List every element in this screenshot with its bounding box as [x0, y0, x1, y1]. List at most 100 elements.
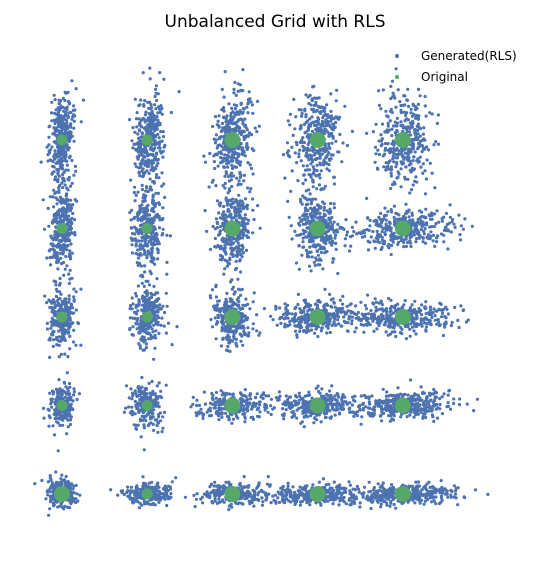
- generated-point: [148, 322, 152, 326]
- generated-point: [134, 392, 138, 396]
- generated-point: [350, 500, 354, 504]
- generated-point: [359, 422, 363, 426]
- generated-point: [280, 493, 284, 497]
- generated-point: [343, 395, 347, 399]
- generated-point: [61, 219, 65, 223]
- generated-point: [61, 423, 65, 427]
- generated-point: [283, 500, 287, 504]
- generated-point: [220, 306, 224, 310]
- generated-point: [150, 241, 154, 245]
- generated-point: [338, 499, 342, 503]
- generated-point: [211, 325, 215, 329]
- generated-point: [50, 400, 54, 404]
- generated-point: [47, 414, 51, 418]
- generated-point: [68, 268, 72, 272]
- generated-point: [297, 391, 301, 395]
- generated-point: [254, 396, 258, 400]
- generated-point: [410, 325, 415, 329]
- generated-point: [413, 299, 417, 303]
- generated-point: [410, 303, 414, 307]
- generated-point: [381, 481, 385, 485]
- generated-point: [142, 206, 146, 211]
- generated-point: [150, 379, 154, 384]
- generated-point: [208, 485, 212, 489]
- generated-point: [65, 371, 69, 375]
- generated-point: [416, 480, 420, 484]
- generated-point: [428, 496, 432, 500]
- generated-point: [243, 228, 247, 232]
- generated-point: [66, 221, 70, 225]
- generated-point: [358, 407, 362, 411]
- generated-point: [227, 237, 231, 241]
- generated-point: [357, 487, 361, 491]
- generated-point: [301, 317, 305, 321]
- generated-point: [130, 296, 134, 300]
- generated-point: [367, 480, 371, 484]
- generated-point: [259, 395, 263, 399]
- generated-point: [49, 486, 53, 490]
- generated-point: [227, 508, 231, 512]
- generated-point: [61, 479, 65, 483]
- generated-point: [390, 496, 395, 500]
- generated-point: [33, 482, 37, 486]
- generated-point: [189, 405, 193, 409]
- generated-point: [445, 489, 449, 493]
- generated-point: [76, 499, 80, 503]
- generated-point: [300, 420, 304, 424]
- generated-point: [240, 220, 244, 224]
- generated-point: [305, 313, 309, 317]
- generated-point: [154, 487, 159, 491]
- generated-point: [301, 329, 306, 333]
- generated-point: [47, 338, 51, 342]
- generated-point: [72, 390, 76, 394]
- generated-point: [416, 484, 420, 488]
- generated-point: [53, 191, 57, 195]
- generated-point: [394, 395, 398, 399]
- generated-point: [327, 482, 331, 486]
- generated-point: [225, 264, 229, 268]
- generated-point: [354, 304, 358, 308]
- generated-point: [205, 229, 209, 233]
- generated-point: [120, 491, 124, 495]
- generated-point: [78, 493, 82, 497]
- generated-point: [255, 313, 259, 317]
- generated-point: [62, 308, 66, 312]
- generated-point: [67, 272, 71, 276]
- generated-point: [64, 474, 68, 479]
- generated-point: [156, 401, 160, 405]
- generated-point: [353, 330, 357, 334]
- generated-point: [290, 317, 295, 321]
- generated-point: [239, 488, 243, 492]
- generated-point: [214, 217, 218, 221]
- generated-point: [392, 414, 396, 418]
- generated-point: [145, 387, 149, 391]
- generated-point: [66, 425, 70, 429]
- generated-point: [439, 494, 444, 498]
- generated-point: [60, 505, 64, 509]
- generated-point: [152, 428, 156, 432]
- generated-point: [304, 485, 308, 489]
- generated-point: [390, 411, 394, 415]
- generated-point: [207, 185, 211, 189]
- generated-point: [146, 424, 150, 428]
- generated-point: [222, 484, 226, 488]
- generated-point: [61, 302, 65, 306]
- generated-point: [74, 497, 78, 501]
- generated-point: [241, 314, 245, 318]
- generated-point: [226, 344, 230, 349]
- generated-point: [155, 384, 159, 388]
- generated-point: [240, 501, 244, 506]
- generated-point: [409, 322, 413, 326]
- generated-point: [152, 408, 156, 412]
- generated-point: [61, 208, 65, 212]
- generated-point: [416, 494, 420, 498]
- generated-point: [362, 485, 367, 489]
- generated-point: [139, 319, 143, 323]
- generated-point: [354, 326, 358, 330]
- generated-point: [58, 276, 62, 281]
- generated-point: [137, 342, 141, 346]
- generated-point: [251, 322, 255, 326]
- generated-point: [261, 500, 265, 504]
- generated-point: [366, 317, 370, 321]
- generated-point: [62, 273, 66, 277]
